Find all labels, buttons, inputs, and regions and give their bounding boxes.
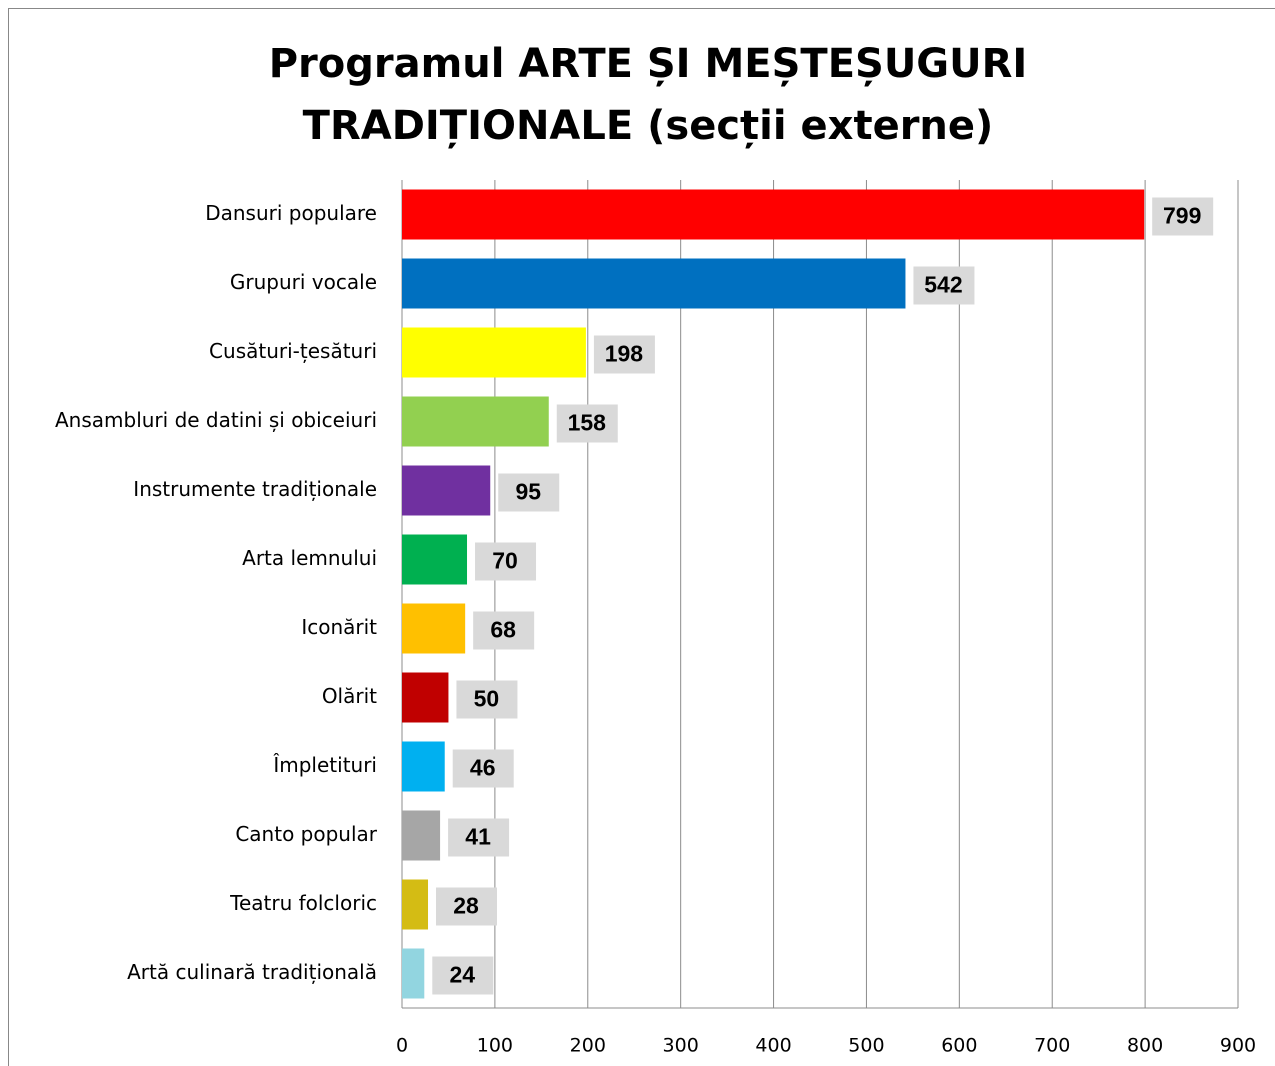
bar bbox=[402, 741, 445, 792]
x-tick-label: 600 bbox=[941, 1035, 977, 1057]
chart-title: TRADIȚIONALE (secții externe) bbox=[303, 103, 994, 149]
y-tick-label: Împletituri bbox=[272, 753, 377, 777]
value-label-box bbox=[593, 335, 655, 374]
bar bbox=[402, 948, 425, 999]
x-tick-label: 300 bbox=[663, 1035, 699, 1057]
value-label: 41 bbox=[465, 824, 491, 850]
y-tick-label: Dansuri populare bbox=[205, 201, 377, 225]
value-label: 50 bbox=[474, 686, 500, 712]
chart-frame bbox=[8, 8, 1275, 1066]
value-label: 95 bbox=[515, 479, 541, 505]
value-label: 46 bbox=[470, 755, 496, 781]
value-label: 158 bbox=[568, 410, 607, 436]
bar bbox=[402, 465, 491, 516]
value-label: 799 bbox=[1163, 203, 1201, 229]
y-tick-label: Arta lemnului bbox=[242, 546, 377, 570]
value-label-box bbox=[448, 818, 510, 857]
y-tick-label: Ansambluri de datini și obiceiuri bbox=[55, 408, 377, 432]
y-tick-label: Teatru folcloric bbox=[229, 891, 377, 915]
x-tick-label: 900 bbox=[1220, 1035, 1256, 1057]
x-tick-label: 500 bbox=[848, 1035, 884, 1057]
x-tick-label: 800 bbox=[1127, 1035, 1163, 1057]
chart-title: Programul ARTE ȘI MEȘTEȘUGURI bbox=[269, 41, 1028, 87]
y-tick-label: Canto popular bbox=[235, 822, 377, 846]
bar bbox=[402, 327, 586, 378]
x-tick-label: 0 bbox=[396, 1035, 408, 1057]
value-label-box bbox=[456, 680, 518, 719]
bar bbox=[402, 396, 549, 447]
value-label: 28 bbox=[453, 893, 479, 919]
bar bbox=[402, 603, 466, 654]
value-label: 542 bbox=[924, 272, 962, 298]
value-label-box bbox=[432, 956, 494, 995]
value-label-box bbox=[498, 473, 560, 512]
bar bbox=[402, 810, 441, 861]
y-tick-label: Artă culinară tradițională bbox=[127, 960, 377, 984]
bar bbox=[402, 258, 906, 309]
x-tick-label: 400 bbox=[755, 1035, 791, 1057]
value-label-box bbox=[475, 542, 537, 581]
y-tick-label: Iconărit bbox=[301, 615, 377, 639]
value-label-box bbox=[436, 887, 498, 926]
value-label: 24 bbox=[449, 962, 475, 988]
value-label-box bbox=[1152, 197, 1214, 236]
value-label: 70 bbox=[492, 548, 518, 574]
bar bbox=[402, 672, 449, 723]
value-label: 68 bbox=[490, 617, 516, 643]
value-label-box bbox=[913, 266, 975, 305]
bar bbox=[402, 879, 429, 930]
value-label: 198 bbox=[605, 341, 644, 367]
value-label-box bbox=[473, 611, 535, 650]
y-tick-label: Grupuri vocale bbox=[230, 270, 377, 294]
bar bbox=[402, 534, 468, 585]
y-tick-label: Cusături-țesături bbox=[209, 339, 377, 363]
bar bbox=[402, 189, 1145, 240]
x-tick-label: 700 bbox=[1034, 1035, 1070, 1057]
value-label-box bbox=[452, 749, 514, 788]
y-tick-label: Olărit bbox=[322, 684, 377, 708]
x-tick-label: 200 bbox=[570, 1035, 606, 1057]
x-tick-label: 100 bbox=[477, 1035, 513, 1057]
y-tick-label: Instrumente tradiționale bbox=[133, 477, 377, 501]
value-label-box bbox=[556, 404, 618, 443]
